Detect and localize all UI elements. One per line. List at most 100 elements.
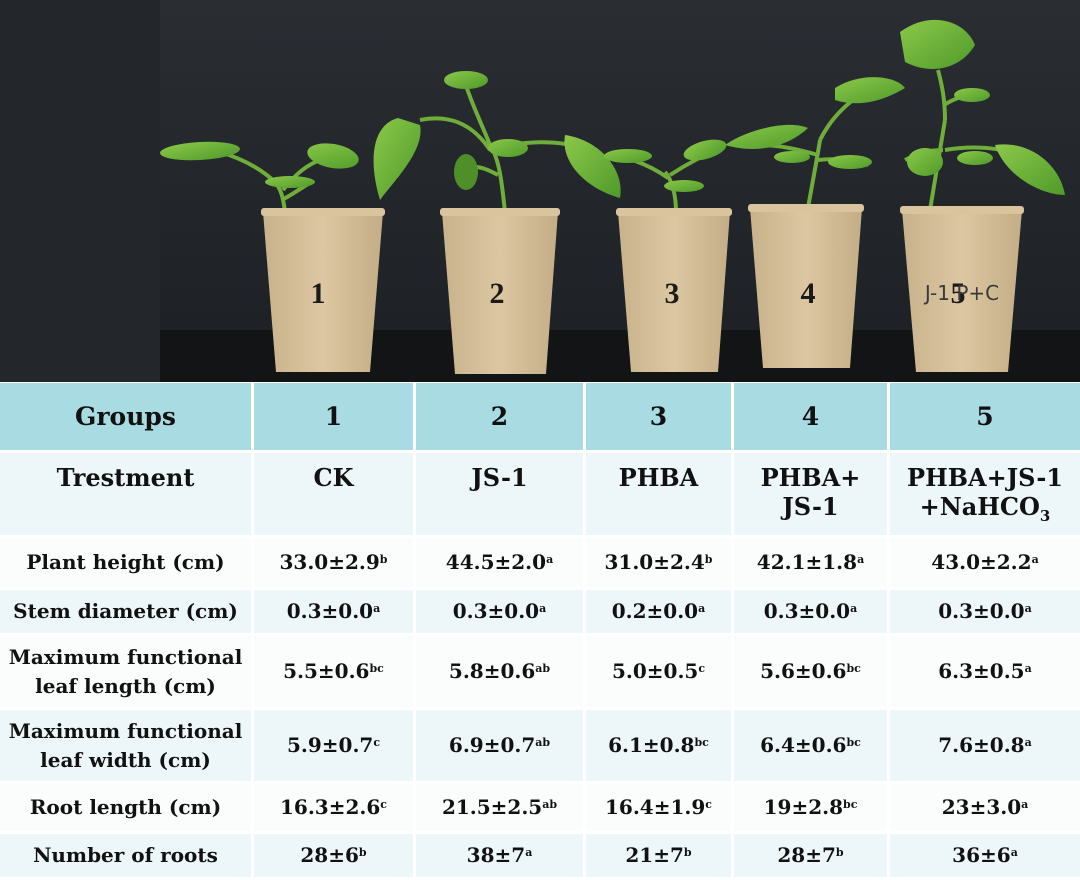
treatment-row: Trestment CK JS-1 PHBA PHBA+ JS-1 PHBA+JS… xyxy=(0,453,1080,538)
significance-letter: ab xyxy=(542,798,558,811)
cup-label-1: 1 xyxy=(311,277,326,310)
significance-letter: bc xyxy=(369,662,384,675)
significance-letter: b xyxy=(835,846,844,859)
table-cell: 33.0±2.9b xyxy=(254,538,416,590)
cell-value: 5.8±0.6 xyxy=(448,659,536,683)
significance-letter: a xyxy=(1024,736,1032,749)
significance-letter: a xyxy=(850,602,858,615)
cell-value: 6.9±0.7 xyxy=(448,733,536,757)
significance-letter: a xyxy=(546,553,554,566)
cell-value: 6.1±0.8 xyxy=(608,733,695,757)
significance-letter: b xyxy=(358,846,367,859)
table-cell: 0.3±0.0a xyxy=(734,590,890,636)
significance-letter: bc xyxy=(846,662,861,675)
table-cell: 21.5±2.5ab xyxy=(416,784,586,834)
cell-value: 38±7 xyxy=(466,843,526,867)
row-label-line1: Maximum functional xyxy=(8,644,243,669)
table-row: Stem diameter (cm) 0.3±0.0a 0.3±0.0a 0.2±0.… xyxy=(0,590,1080,636)
cell-value: 0.3±0.0 xyxy=(938,599,1025,623)
significance-letter: bc xyxy=(846,736,861,749)
cell-value: 5.0±0.5 xyxy=(611,659,699,683)
seedling-2 xyxy=(373,71,621,213)
cell-value: 16.3±2.6 xyxy=(280,795,381,819)
cell-value: 0.3±0.0 xyxy=(452,599,540,623)
seedling-5 xyxy=(900,19,1065,211)
table-cell: 36±6a xyxy=(890,834,1080,880)
row-label-line2: leaf width (cm) xyxy=(40,747,211,772)
row-label: Maximum functional leaf width (cm) xyxy=(0,710,254,784)
cell-value: 44.5±2.0 xyxy=(445,550,547,574)
table-cell: 16.3±2.6c xyxy=(254,784,416,834)
cell-value: 5.5±0.6 xyxy=(283,659,370,683)
table-cell: 31.0±2.4b xyxy=(586,538,734,590)
table-row: Maximum functional leaf width (cm) 5.9±0.7… xyxy=(0,710,1080,784)
header-groups: Groups xyxy=(0,383,254,453)
cup-label-4: 4 xyxy=(801,277,816,310)
cup-5-handwriting: J-1 P+C xyxy=(923,281,999,305)
table-cell: 28±6b xyxy=(254,834,416,880)
table-cell: 5.8±0.6ab xyxy=(416,636,586,710)
table-cell: 5.5±0.6bc xyxy=(254,636,416,710)
table-header-row: Groups 1 2 3 4 5 xyxy=(0,383,1080,453)
table-row: Number of roots 28±6b 38±7a 21±7b 28±7b 36±6a xyxy=(0,834,1080,880)
table-cell: 6.3±0.5a xyxy=(890,636,1080,710)
significance-letter: bc xyxy=(843,798,858,811)
treatment-cell: PHBA xyxy=(586,453,734,538)
significance-letter: a xyxy=(857,553,865,566)
cup-label-5: 5 xyxy=(951,277,966,310)
cell-value: 6.4±0.6 xyxy=(760,733,847,757)
header-group-2: 2 xyxy=(416,383,586,453)
table-cell: 38±7a xyxy=(416,834,586,880)
table-cell: 28±7b xyxy=(734,834,890,880)
table-cell: 5.0±0.5c xyxy=(586,636,734,710)
treatment-line2: +NaHCO xyxy=(919,492,1040,521)
cell-value: 36±6 xyxy=(952,843,1011,867)
table-cell: 0.3±0.0a xyxy=(254,590,416,636)
significance-letter: c xyxy=(698,662,706,675)
cell-value: 0.3±0.0 xyxy=(286,599,374,623)
cell-value: 21±7 xyxy=(625,843,684,867)
significance-letter: b xyxy=(379,553,388,566)
seedling-3 xyxy=(604,139,727,213)
table-cell: 5.9±0.7c xyxy=(254,710,416,784)
cup-label-2: 2 xyxy=(490,277,505,310)
table-cell: 16.4±1.9c xyxy=(586,784,734,834)
cell-value: 28±6 xyxy=(300,843,359,867)
row-label-line1: Maximum functional xyxy=(8,718,243,743)
cup-label-3: 3 xyxy=(665,277,680,310)
header-group-4: 4 xyxy=(734,383,890,453)
significance-letter: a xyxy=(698,602,706,615)
table-cell: 6.9±0.7ab xyxy=(416,710,586,784)
table-row: Root length (cm) 16.3±2.6c 21.5±2.5ab 16.4±… xyxy=(0,784,1080,834)
table-cell: 6.4±0.6bc xyxy=(734,710,890,784)
table-cell: 42.1±1.8a xyxy=(734,538,890,590)
significance-letter: ab xyxy=(535,736,551,749)
significance-letter: a xyxy=(539,602,547,615)
cell-value: 0.3±0.0 xyxy=(763,599,851,623)
cups xyxy=(261,204,1024,374)
significance-letter: b xyxy=(683,846,692,859)
table-row: Plant height (cm) 33.0±2.9b 44.5±2.0a 31.0±… xyxy=(0,538,1080,590)
significance-letter: c xyxy=(373,736,381,749)
treatment-cell: PHBA+ JS-1 xyxy=(734,453,890,538)
table-cell: 44.5±2.0a xyxy=(416,538,586,590)
table-cell: 7.6±0.8a xyxy=(890,710,1080,784)
row-label-line1: Stem diameter (cm) xyxy=(13,599,238,623)
treatment-line2: JS-1 xyxy=(782,492,839,521)
cell-value: 21.5±2.5 xyxy=(441,795,543,819)
significance-letter: bc xyxy=(694,736,709,749)
significance-letter: b xyxy=(704,553,713,566)
subscript: 3 xyxy=(1039,507,1051,525)
significance-letter: a xyxy=(525,846,533,859)
table-cell: 6.1±0.8bc xyxy=(586,710,734,784)
table-row: Maximum functional leaf length (cm) 5.5±0.… xyxy=(0,636,1080,710)
row-label-line1: Number of roots xyxy=(33,843,218,867)
treatment-line1: PHBA+JS-1 xyxy=(907,463,1063,492)
cell-value: 28±7 xyxy=(777,843,836,867)
cell-value: 7.6±0.8 xyxy=(938,733,1025,757)
row-label: Number of roots xyxy=(0,834,254,880)
cell-value: 33.0±2.9 xyxy=(279,550,380,574)
table-cell: 0.3±0.0a xyxy=(890,590,1080,636)
row-label: Stem diameter (cm) xyxy=(0,590,254,636)
row-label-line1: Root length (cm) xyxy=(29,795,222,819)
